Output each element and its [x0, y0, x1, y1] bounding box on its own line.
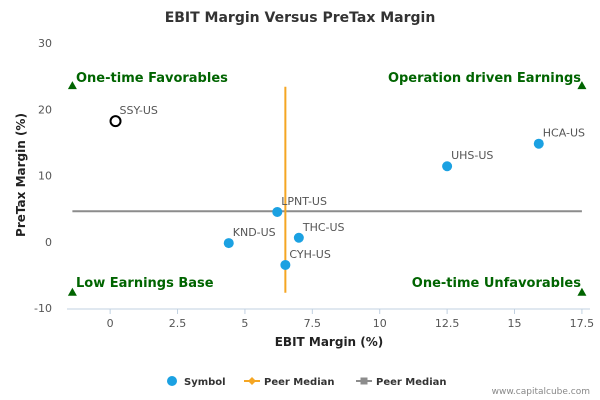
- legend-label: Peer Median: [376, 377, 447, 388]
- quadrant-marker-bottom-right: [577, 287, 587, 296]
- data-point: [223, 238, 234, 249]
- y-tick-label: 0: [45, 236, 52, 249]
- x-tick-label: 17.5: [570, 317, 595, 330]
- x-tick-label: 10: [373, 317, 387, 330]
- legend-label: Symbol: [184, 377, 226, 388]
- x-tick-label: 2.5: [169, 317, 187, 330]
- data-point-label: UHS-US: [451, 149, 493, 162]
- legend-marker-median-y: [360, 377, 368, 385]
- data-point: [293, 232, 304, 243]
- y-tick-label: -10: [34, 302, 52, 315]
- data-point: [280, 259, 291, 270]
- data-point: [442, 161, 453, 172]
- x-tick-label: 5: [241, 317, 248, 330]
- quadrant-marker-top-right: [577, 81, 587, 90]
- quadrant-marker-top-left: [67, 81, 77, 90]
- y-tick-label: 30: [38, 37, 52, 50]
- data-point: [109, 115, 122, 128]
- data-point: [533, 138, 544, 149]
- plot-area: 0 2.5 5 7.5 10 12.5 15 17.5 -10 0 10 20 30 One-time F…: [34, 37, 594, 330]
- quadrant-label-top-right: Operation driven Earnings: [388, 71, 581, 86]
- x-tick-label: 0: [107, 317, 114, 330]
- data-point: [272, 206, 283, 217]
- legend-label: Peer Median: [264, 377, 335, 388]
- legend-marker-median-x: [248, 377, 256, 385]
- x-tick-label: 7.5: [304, 317, 322, 330]
- x-axis-title: EBIT Margin (%): [275, 335, 384, 349]
- quadrant-label-bottom-right: One-time Unfavorables: [412, 276, 581, 291]
- quadrant-marker-bottom-left: [67, 287, 77, 296]
- quadrant-label-top-left: One-time Favorables: [76, 71, 228, 86]
- legend: Symbol Peer Median Peer Median: [167, 376, 447, 388]
- chart-title: EBIT Margin Versus PreTax Margin: [165, 10, 436, 26]
- data-point-label: HCA-US: [543, 127, 585, 140]
- y-axis-title: PreTax Margin (%): [14, 113, 28, 237]
- legend-marker-symbol: [167, 376, 177, 386]
- y-tick-label: 20: [38, 103, 52, 116]
- y-tick-label: 10: [38, 170, 52, 183]
- data-point-label: KND-US: [233, 226, 276, 239]
- data-point-label: SSY-US: [120, 104, 158, 117]
- x-tick-label: 15: [508, 317, 522, 330]
- credit-text: www.capitalcube.com: [492, 387, 590, 397]
- data-point-label: CYH-US: [289, 248, 330, 261]
- data-point-label: THC-US: [302, 221, 345, 234]
- x-tick-label: 12.5: [435, 317, 460, 330]
- quadrant-label-bottom-left: Low Earnings Base: [76, 276, 214, 291]
- data-point-label: LPNT-US: [281, 195, 327, 208]
